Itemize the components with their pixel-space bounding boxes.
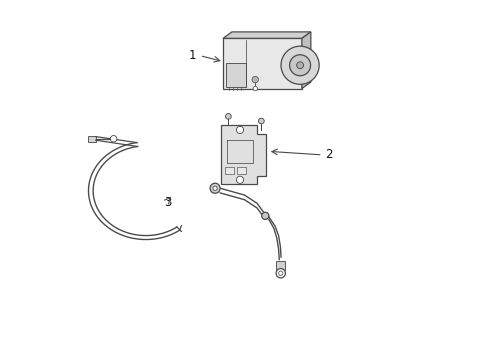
Text: 2: 2 — [325, 148, 332, 161]
Text: 1: 1 — [188, 49, 196, 62]
Circle shape — [261, 212, 268, 220]
Bar — [237, 167, 246, 174]
Polygon shape — [223, 32, 310, 39]
Circle shape — [210, 183, 220, 193]
Circle shape — [251, 76, 258, 83]
Circle shape — [253, 86, 257, 91]
Polygon shape — [221, 125, 265, 184]
Bar — [223, 39, 301, 89]
Bar — [276, 261, 285, 270]
Bar — [88, 136, 96, 142]
Circle shape — [278, 271, 282, 275]
Text: 3: 3 — [163, 196, 171, 209]
Circle shape — [212, 186, 217, 190]
Circle shape — [236, 176, 243, 183]
Circle shape — [236, 126, 243, 134]
Circle shape — [281, 46, 319, 84]
Bar — [224, 167, 233, 174]
Circle shape — [258, 118, 264, 124]
Circle shape — [110, 135, 117, 142]
Circle shape — [225, 113, 231, 119]
Circle shape — [289, 55, 310, 76]
Circle shape — [276, 269, 285, 278]
Bar — [225, 63, 245, 87]
Polygon shape — [301, 32, 310, 89]
Circle shape — [296, 62, 303, 69]
